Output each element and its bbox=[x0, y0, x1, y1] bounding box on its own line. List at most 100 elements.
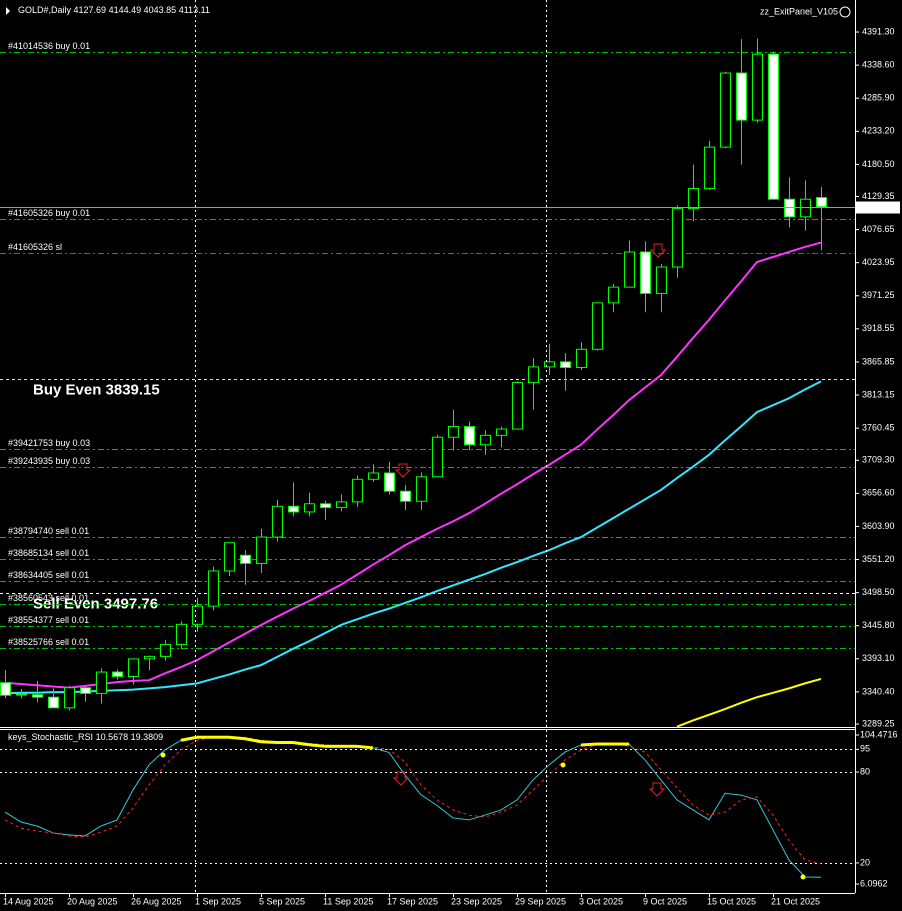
price-pane: #41014536 buy 0.01 #41605326 buy 0.01 #416… bbox=[0, 38, 855, 727]
indicator-header: keys_Stochastic_RSI 10.5678 19.3809 bbox=[8, 732, 163, 742]
signal-dot bbox=[800, 874, 806, 880]
y-tick-label: 3971.25 bbox=[862, 290, 895, 300]
candle-body bbox=[528, 366, 539, 384]
candle-body bbox=[0, 682, 11, 696]
candle-body bbox=[304, 503, 315, 513]
y-tick-label: 80 bbox=[860, 766, 870, 776]
y-tick-label: 20 bbox=[860, 857, 870, 867]
candle-body bbox=[144, 655, 155, 660]
ohlc-low: 4043.85 bbox=[144, 5, 177, 15]
moving-average bbox=[4, 241, 822, 689]
panel-icon bbox=[839, 6, 851, 18]
candle-body bbox=[336, 501, 347, 509]
candle-body bbox=[448, 426, 459, 438]
candle-body bbox=[160, 643, 171, 657]
indicator-value: 10.5678 bbox=[96, 732, 129, 742]
x-tick-label: 11 Sep 2025 bbox=[323, 896, 373, 906]
panel-name: zz_ExitPanel_V105 bbox=[760, 6, 838, 16]
candle-body bbox=[80, 687, 91, 694]
y-tick-label: 3498.50 bbox=[862, 587, 895, 597]
y-tick-label: 4129.35 bbox=[862, 191, 895, 201]
candle-body bbox=[288, 505, 299, 513]
candle-body bbox=[96, 671, 107, 694]
candle-body bbox=[240, 554, 251, 564]
order-label: #38634405 sell 0.01 bbox=[8, 570, 89, 580]
overbought-segment bbox=[180, 735, 198, 742]
bid-label: 4113.11 bbox=[860, 202, 891, 212]
candle-body bbox=[352, 478, 363, 503]
candle-body bbox=[32, 694, 43, 698]
y-tick-label: 3865.85 bbox=[862, 356, 895, 366]
y-tick-label: 3551.20 bbox=[862, 554, 895, 564]
indicator-name: keys_Stochastic_RSI bbox=[8, 732, 93, 742]
candle-body bbox=[672, 208, 683, 268]
candle-body bbox=[624, 251, 635, 288]
x-tick-label: 5 Sep 2025 bbox=[259, 896, 305, 906]
order-label: #41014536 buy 0.01 bbox=[8, 41, 90, 51]
y-tick-label: 4285.90 bbox=[862, 93, 895, 103]
candle-body bbox=[176, 623, 187, 645]
x-tick-label: 23 Sep 2025 bbox=[451, 896, 502, 906]
candle-body bbox=[768, 53, 779, 200]
candle-body bbox=[384, 472, 395, 492]
candle-body bbox=[480, 434, 491, 446]
candle-body bbox=[688, 188, 699, 210]
order-label: Buy Even 3839.15 bbox=[33, 381, 160, 398]
candle-body bbox=[656, 266, 667, 294]
order-label: #38560543 sell 0.01 bbox=[8, 593, 89, 603]
ohlc-close: 4113.11 bbox=[179, 5, 210, 15]
order-label: #41605326 buy 0.01 bbox=[8, 208, 90, 218]
order-label: #38525766 sell 0.01 bbox=[8, 637, 89, 647]
candle-body bbox=[272, 505, 283, 538]
y-tick-label: 3289.25 bbox=[862, 718, 895, 728]
moving-average bbox=[4, 380, 822, 695]
y-tick-label: 6.0962 bbox=[860, 878, 888, 888]
x-tick-label: 26 Aug 2025 bbox=[131, 896, 182, 906]
candle-body bbox=[816, 197, 827, 208]
candle-body bbox=[208, 570, 219, 607]
x-tick-label: 9 Oct 2025 bbox=[643, 896, 687, 906]
overbought-segment bbox=[292, 741, 310, 747]
order-label: #39421753 buy 0.03 bbox=[8, 438, 90, 448]
y-tick-label: 3656.60 bbox=[862, 488, 895, 498]
y-tick-label: 3445.80 bbox=[862, 620, 895, 630]
candle-body bbox=[608, 286, 619, 304]
symbol: GOLD#,Daily bbox=[18, 5, 72, 15]
indicator-line bbox=[4, 736, 822, 878]
candle-body bbox=[48, 696, 59, 709]
candle-body bbox=[800, 198, 811, 218]
candle-body bbox=[16, 693, 27, 696]
candle-body bbox=[544, 361, 555, 368]
candle-body bbox=[784, 198, 795, 218]
x-tick-label: 1 Sep 2025 bbox=[195, 896, 241, 906]
y-tick-label: 3393.10 bbox=[862, 653, 895, 663]
candle-body bbox=[320, 503, 331, 509]
signal-dot bbox=[160, 752, 166, 758]
y-tick-label: 4338.60 bbox=[862, 59, 895, 69]
y-tick-label: 3813.15 bbox=[862, 389, 895, 399]
order-label: #38794740 sell 0.01 bbox=[8, 526, 89, 536]
candle-body bbox=[496, 428, 507, 436]
candle-body bbox=[432, 436, 443, 478]
candle-body bbox=[704, 146, 715, 190]
overbought-segment bbox=[228, 735, 246, 741]
moving-average bbox=[676, 677, 822, 727]
y-tick-label: 3918.55 bbox=[862, 323, 895, 333]
candle-body bbox=[224, 542, 235, 572]
candle-body bbox=[512, 382, 523, 430]
y-tick-label: 3709.30 bbox=[862, 455, 895, 465]
y-tick-label: 4391.30 bbox=[862, 26, 895, 36]
candle-body bbox=[192, 605, 203, 625]
signal-arrow bbox=[648, 782, 666, 797]
signal-arrow bbox=[392, 771, 410, 786]
header-icon bbox=[6, 7, 10, 15]
x-tick-label: 29 Sep 2025 bbox=[515, 896, 566, 906]
candle-body bbox=[64, 687, 75, 709]
candle-body bbox=[400, 490, 411, 502]
y-tick-label: 3603.90 bbox=[862, 521, 895, 531]
x-tick-label: 15 Oct 2025 bbox=[707, 896, 756, 906]
candle-body bbox=[592, 302, 603, 350]
candle-body bbox=[464, 426, 475, 446]
